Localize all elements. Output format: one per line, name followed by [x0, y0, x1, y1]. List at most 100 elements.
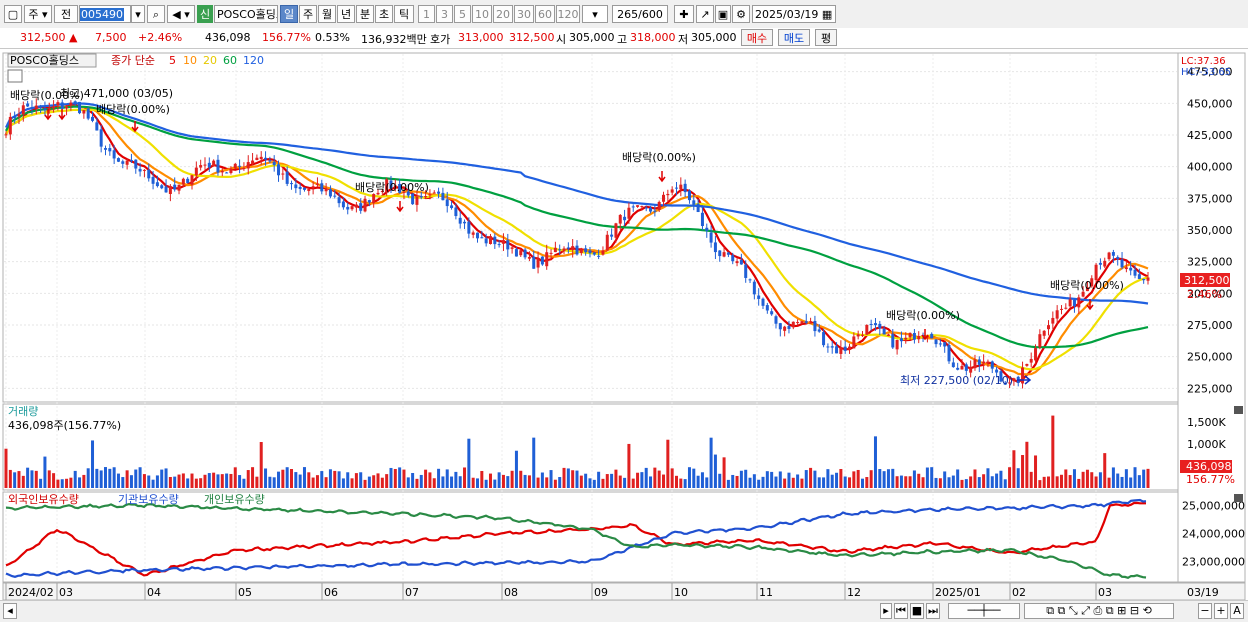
volume-bar	[627, 443, 631, 488]
candle-body	[787, 325, 791, 329]
layout-icon[interactable]: ▢	[4, 5, 22, 23]
period-tab-year[interactable]: 년	[337, 5, 355, 23]
font-size-icon[interactable]: A	[1230, 603, 1244, 619]
candle-body	[52, 106, 56, 109]
save-icon[interactable]: ▣	[715, 5, 731, 23]
holding-panel-close-icon[interactable]	[1234, 494, 1243, 502]
candle-body	[899, 338, 903, 342]
candle-body	[307, 189, 311, 192]
buy-button[interactable]: 매수	[741, 29, 773, 46]
volume-bar	[761, 476, 765, 488]
volume-bar	[488, 473, 492, 488]
candle-body	[393, 185, 397, 188]
candle-body	[700, 212, 704, 226]
scroll-left-icon[interactable]: ◂	[3, 603, 17, 619]
stock-name-tab[interactable]	[7, 53, 97, 68]
stop-icon[interactable]: ■	[910, 603, 924, 619]
volume-last-pct-label: 156.77%	[1186, 473, 1235, 486]
stock-code-input[interactable]: 005490	[79, 5, 131, 23]
volume-bar	[354, 473, 358, 488]
volume-bar	[47, 470, 51, 488]
period-tab-day[interactable]: 일	[280, 5, 298, 23]
volume-bar	[943, 471, 947, 488]
interval-30[interactable]: 30	[514, 5, 534, 23]
interval-custom-input[interactable]: ▾	[582, 5, 608, 23]
draw-tool-icon[interactable]: ↗	[696, 5, 714, 23]
candle-body	[437, 191, 441, 194]
view-tools-icon[interactable]: ⧉ ⧉ ⤡ ⤢ ⎙ ⧉ ⊞ ⊟ ⟲	[1024, 603, 1174, 619]
table-icon[interactable]	[7, 69, 23, 83]
zoom-in-icon[interactable]: +	[1214, 603, 1228, 619]
candle-body	[78, 101, 82, 114]
period-tab-minute[interactable]: 분	[356, 5, 374, 23]
interval-3[interactable]: 3	[436, 5, 453, 23]
volume-bar	[644, 467, 648, 488]
zoom-slider[interactable]: ──┼──	[948, 603, 1020, 619]
count-input[interactable]: 265/600	[612, 5, 668, 23]
volume-bar	[138, 467, 142, 488]
market-select[interactable]: 주 ▾	[24, 5, 52, 23]
period-tab-second[interactable]: 초	[375, 5, 393, 23]
candle-body	[441, 192, 445, 201]
ma-120-label: 120	[243, 54, 264, 67]
volume-bar	[484, 479, 488, 488]
interval-10[interactable]: 10	[472, 5, 492, 23]
low-price: 305,000	[691, 31, 737, 44]
volume-bar	[212, 472, 216, 488]
dividend-annotation: 배당락(0.00%)	[10, 89, 84, 102]
price-panel-frame	[2, 52, 1179, 403]
x-axis-tick-label: 10	[674, 586, 688, 599]
first-page-icon[interactable]: ⏮	[894, 603, 908, 619]
candle-body	[713, 242, 717, 253]
scroll-right-icon[interactable]: ▸	[880, 603, 892, 619]
dividend-arrow-icon	[396, 201, 404, 213]
volume-bar	[722, 457, 726, 488]
search-icon[interactable]: ⌕	[147, 5, 165, 23]
crosshair-icon[interactable]: ✚	[674, 5, 694, 23]
period-tab-week[interactable]: 주	[299, 5, 317, 23]
last-page-icon[interactable]: ⏭	[926, 603, 940, 619]
volume-panel-close-icon[interactable]	[1234, 406, 1243, 414]
candle-body	[147, 169, 151, 179]
volume-bar	[856, 469, 860, 488]
stock-chart-svg[interactable]: 475,000 450,000 425,000 400,000 375,000 350,0…	[0, 49, 1248, 601]
interval-120[interactable]: 120	[556, 5, 580, 23]
speaker-icon[interactable]: ◀ ▾	[167, 5, 195, 23]
candle-body	[328, 189, 332, 197]
date-input[interactable]: 2025/03/19 ▦	[752, 5, 836, 23]
candle-body	[354, 204, 358, 208]
low-arrow-icon	[1017, 375, 1032, 385]
interval-5[interactable]: 5	[454, 5, 471, 23]
candle-body	[1034, 348, 1038, 361]
volume-bar	[912, 470, 916, 488]
candle-body	[934, 339, 938, 345]
candle-body	[99, 129, 103, 147]
candle-body	[116, 158, 120, 162]
interval-1[interactable]: 1	[418, 5, 435, 23]
interval-60[interactable]: 60	[535, 5, 555, 23]
period-tab-tick[interactable]: 틱	[394, 5, 414, 23]
gear-icon[interactable]: ⚙	[732, 5, 750, 23]
code-dropdown-icon[interactable]: ▾	[131, 5, 145, 23]
candle-body	[1133, 269, 1137, 276]
volume-bar	[1133, 467, 1137, 488]
x-axis-tick-label: 04	[147, 586, 161, 599]
candle-body	[1098, 262, 1102, 265]
ma-20-label: 20	[203, 54, 217, 67]
candle-body	[852, 336, 856, 349]
period-tab-month[interactable]: 월	[318, 5, 336, 23]
dividend-arrow-icon	[1086, 299, 1094, 311]
candle-body	[566, 247, 570, 249]
candle-body	[536, 258, 540, 268]
zoom-out-icon[interactable]: −	[1198, 603, 1212, 619]
volume-bar	[657, 470, 661, 488]
avg-button[interactable]: 평	[815, 29, 837, 46]
volume-bar	[393, 468, 397, 488]
sell-button[interactable]: 매도	[778, 29, 810, 46]
x-axis-tick-label: 05	[238, 586, 252, 599]
volume-bar	[99, 470, 103, 488]
chart-area[interactable]: 475,000 450,000 425,000 400,000 375,000 350,0…	[0, 49, 1248, 601]
prev-button[interactable]: 전	[54, 5, 78, 23]
candle-body	[1059, 308, 1063, 310]
interval-20[interactable]: 20	[493, 5, 513, 23]
